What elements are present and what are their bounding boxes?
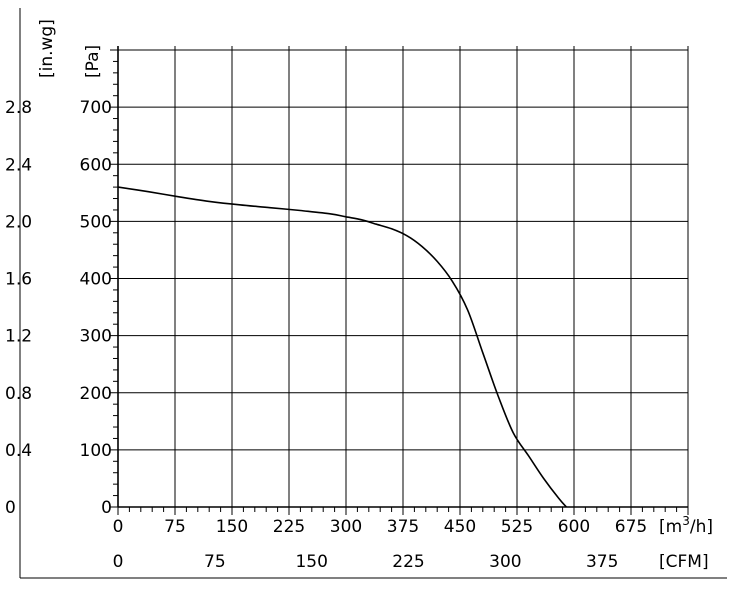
y-unit-label-inwg: [in.wg]: [37, 19, 57, 78]
y-tick-label-pa: 100: [80, 441, 112, 461]
y-tick-label-inwg: 2.8: [5, 98, 32, 118]
x-tick-label-m3h: 0: [113, 517, 124, 537]
x-tick-label-cfm: 375: [586, 552, 618, 572]
tick-labels: 001000.42000.83001.24001.65002.06002.470…: [5, 98, 647, 572]
y-unit-label-pa: [Pa]: [83, 45, 103, 78]
x-tick-label-cfm: 300: [489, 552, 521, 572]
minor-ticks: [110, 49, 689, 515]
y-tick-label-inwg: 1.6: [5, 270, 32, 290]
x-unit-prefix: [m: [659, 517, 682, 537]
x-tick-label-m3h: 225: [273, 517, 305, 537]
y-tick-label-pa: 200: [80, 384, 112, 404]
x-tick-label-m3h: 450: [444, 517, 476, 537]
y-tick-label-inwg: 0: [5, 498, 16, 518]
x-tick-label-cfm: 150: [295, 552, 327, 572]
x-tick-label-m3h: 375: [387, 517, 419, 537]
y-tick-label-pa: 700: [80, 98, 112, 118]
x-tick-label-cfm: 75: [204, 552, 226, 572]
y-tick-label-inwg: 0.8: [5, 384, 32, 404]
y-tick-label-inwg: 2.0: [5, 212, 32, 232]
x-tick-label-m3h: 525: [501, 517, 533, 537]
axes: [19, 8, 727, 579]
y-tick-label-pa: 300: [80, 327, 112, 347]
x-tick-label-cfm: 0: [113, 552, 124, 572]
performance-curve: [117, 186, 567, 508]
x-unit-label-m3h: [m3/h]: [659, 514, 713, 537]
x-tick-label-m3h: 150: [216, 517, 248, 537]
x-unit-superscript: 3: [682, 514, 690, 528]
y-tick-label-inwg: 1.2: [5, 327, 32, 347]
y-tick-label-pa: 0: [101, 498, 112, 518]
y-tick-label-inwg: 2.4: [5, 155, 32, 175]
y-tick-label-pa: 400: [80, 270, 112, 290]
x-unit-suffix: /h]: [690, 517, 713, 537]
y-tick-label-pa: 600: [80, 155, 112, 175]
x-tick-label-m3h: 300: [330, 517, 362, 537]
curve-layer: [117, 186, 567, 508]
grid-lines: [118, 46, 689, 507]
y-tick-label-pa: 500: [80, 212, 112, 232]
x-tick-label-m3h: 600: [558, 517, 590, 537]
y-tick-label-inwg: 0.4: [5, 441, 32, 461]
x-unit-label-cfm: [CFM]: [659, 552, 709, 572]
x-tick-label-cfm: 225: [392, 552, 424, 572]
x-tick-label-m3h: 675: [615, 517, 647, 537]
x-tick-label-m3h: 75: [164, 517, 186, 537]
